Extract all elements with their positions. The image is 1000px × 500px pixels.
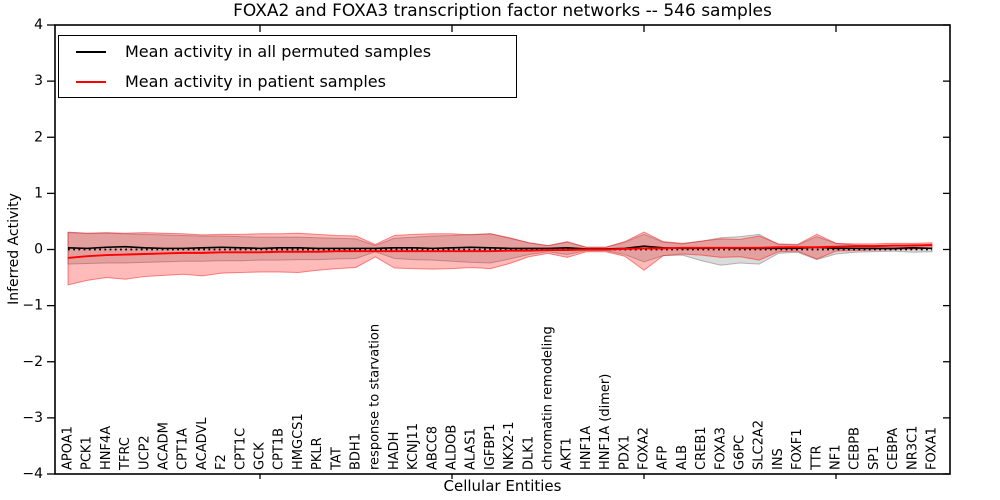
x-tick-label: UCP2 xyxy=(137,435,152,470)
y-tick-label: 0 xyxy=(34,242,43,258)
y-tick-label: 4 xyxy=(34,17,43,33)
x-tick-label: PDX1 xyxy=(617,435,632,470)
legend-label-patient: Mean activity in patient samples xyxy=(125,72,386,91)
x-tick-label: HNF1A xyxy=(579,426,594,470)
y-tick-label: 2 xyxy=(34,129,43,145)
x-tick-label: AFP xyxy=(656,446,671,470)
x-tick-label: HADH xyxy=(387,432,402,470)
x-tick-label: ABCC8 xyxy=(425,426,440,470)
x-tick-label: ACADVL xyxy=(195,417,210,470)
x-tick-label: CPT1B xyxy=(272,428,287,470)
x-tick-label: FOXA1 xyxy=(925,427,940,470)
x-tick-label: FOXF1 xyxy=(790,428,805,470)
x-tick-label: KCNJ11 xyxy=(406,423,421,470)
x-tick-label: AKT1 xyxy=(560,437,575,470)
y-tick-label: −2 xyxy=(22,354,43,370)
x-tick-label: NF1 xyxy=(829,445,844,470)
y-tick-label: −1 xyxy=(22,298,43,314)
x-tick-label: CEBPB xyxy=(848,427,863,470)
x-tick-label: G6PC xyxy=(733,435,748,470)
legend-box: Mean activity in all permuted samples Me… xyxy=(58,35,517,98)
patient-line-swatch xyxy=(76,80,106,83)
legend-label-permuted: Mean activity in all permuted samples xyxy=(125,42,432,61)
patient-mean-line xyxy=(67,244,933,259)
y-tick-label: −3 xyxy=(22,410,43,426)
x-tick-label: F2 xyxy=(214,454,229,470)
x-tick-label: CREB1 xyxy=(694,426,709,470)
x-tick-label: SLC2A2 xyxy=(752,420,767,470)
x-tick-label: ACADM xyxy=(157,422,172,470)
x-tick-label: TFRC xyxy=(118,437,133,471)
x-tick-label: TAT xyxy=(329,447,344,471)
x-tick-label: DLK1 xyxy=(521,436,536,470)
x-tick-label: CPT1C xyxy=(233,428,248,470)
x-tick-label: HMGCS1 xyxy=(291,413,306,470)
permuted-mean-line xyxy=(67,245,933,250)
legend-entry-patient: Mean activity in patient samples xyxy=(59,67,516,97)
x-tick-label: INS xyxy=(771,448,786,470)
x-tick-label: PCK1 xyxy=(80,436,95,470)
y-tick-label: 3 xyxy=(34,73,43,89)
x-tick-label: APOA1 xyxy=(61,426,76,470)
permuted-line-swatch xyxy=(76,50,106,53)
y-tick-label: 1 xyxy=(34,185,43,201)
x-tick-label: NKX2-1 xyxy=(502,422,517,470)
x-tick-label: FOXA3 xyxy=(713,427,728,470)
chart-title: FOXA2 and FOXA3 transcription factor net… xyxy=(233,1,772,21)
x-tick-label: response to starvation xyxy=(368,324,383,470)
legend-entry-permuted: Mean activity in all permuted samples xyxy=(59,37,516,67)
x-axis-label: Cellular Entities xyxy=(443,477,562,495)
x-tick-label: CEBPA xyxy=(886,428,901,470)
x-tick-label: ALAS1 xyxy=(464,428,479,470)
x-tick-label: GCK xyxy=(253,442,268,470)
patient-samples-std-band xyxy=(67,231,933,286)
x-tick-label: NR3C1 xyxy=(905,426,920,470)
x-tick-label: ALDOB xyxy=(445,425,460,470)
x-tick-label: ALB xyxy=(675,445,690,470)
x-tick-label: chromatin remodeling xyxy=(541,326,556,470)
y-axis-label: Inferred Activity xyxy=(6,193,22,305)
x-tick-label: TTR xyxy=(809,445,824,471)
x-tick-label: IGFBP1 xyxy=(483,424,498,470)
x-tick-label: BDH1 xyxy=(349,433,364,470)
x-tick-label: HNF1A (dimer) xyxy=(598,374,613,470)
x-tick-label: CPT1A xyxy=(176,428,191,470)
x-tick-label: SP1 xyxy=(867,446,882,470)
y-tick-label: −4 xyxy=(22,466,43,482)
x-tick-label: FOXA2 xyxy=(637,427,652,470)
x-tick-label: HNF4A xyxy=(99,426,114,470)
x-tick-label: PKLR xyxy=(310,437,325,470)
